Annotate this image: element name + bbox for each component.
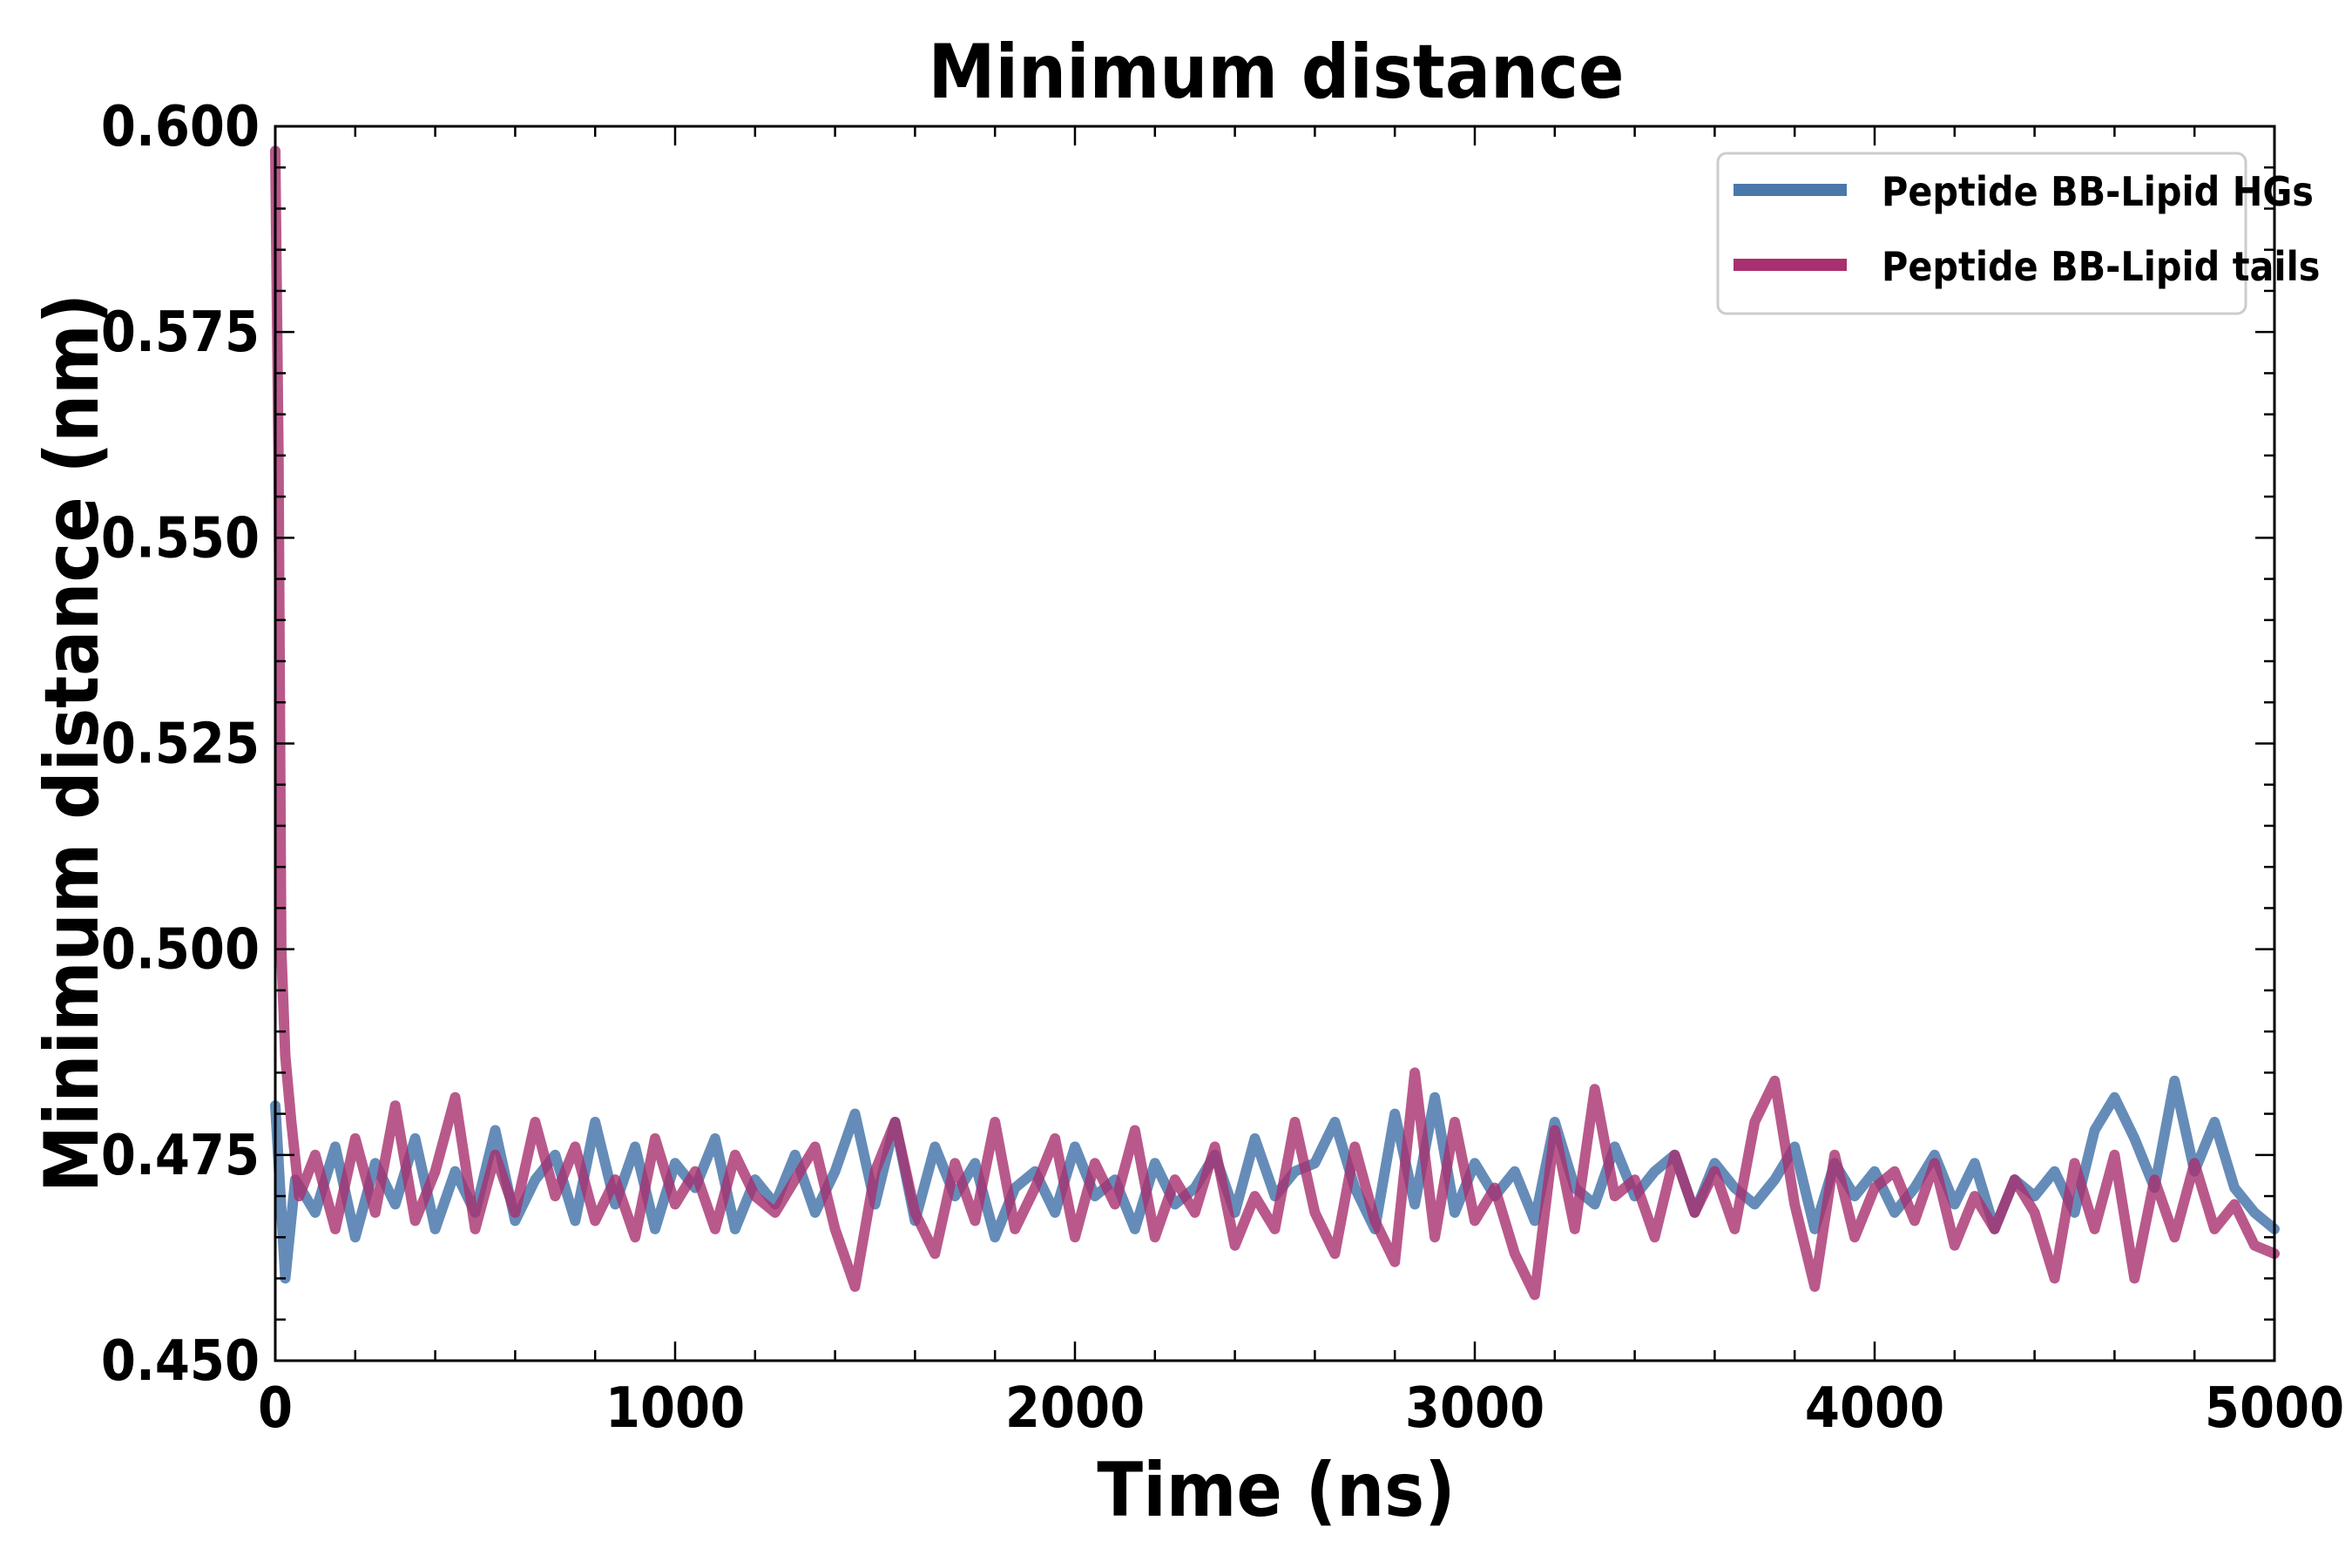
- plot-frame: [274, 125, 2276, 1362]
- series-layer: [270, 145, 2280, 1301]
- x-axis-title: Time (ns): [1097, 1447, 1455, 1534]
- x-tick-label: 5000: [2205, 1376, 2344, 1441]
- series-line-1: [270, 145, 2280, 1301]
- y-tick-label: 0.500: [101, 918, 260, 983]
- y-tick-label: 0.600: [101, 95, 260, 159]
- x-tick-label: 3000: [1405, 1376, 1544, 1441]
- x-tick-label: 4000: [1805, 1376, 1944, 1441]
- legend-label-tails: Peptide BB-Lipid tails: [1882, 243, 2320, 290]
- legend: Peptide BB-Lipid HGs Peptide BB-Lipid ta…: [1716, 152, 2320, 315]
- y-axis-title: Minimum distance (nm): [29, 294, 116, 1193]
- chart-title: Minimum distance: [929, 29, 1625, 116]
- y-tick-label: 0.525: [101, 713, 260, 777]
- x-tick-label: 2000: [1005, 1376, 1145, 1441]
- legend-box: [1716, 152, 2247, 315]
- y-tick-label: 0.450: [101, 1329, 260, 1394]
- legend-label-hgs: Peptide BB-Lipid HGs: [1882, 168, 2314, 215]
- x-tick-label: 0: [258, 1376, 293, 1441]
- y-tick-labels: 0.450 0.475 0.500 0.525 0.550 0.575 0.600: [101, 95, 260, 1394]
- x-tick-labels: 0 1000 2000 3000 4000 5000: [258, 1376, 2344, 1441]
- y-tick-label: 0.550: [101, 506, 260, 571]
- y-tick-label: 0.575: [101, 301, 260, 365]
- y-tick-label: 0.475: [101, 1124, 260, 1188]
- x-tick-label: 1000: [605, 1376, 745, 1441]
